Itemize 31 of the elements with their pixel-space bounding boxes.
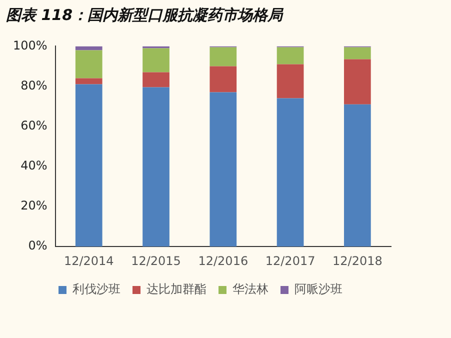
y-tick-label: 40% [20, 158, 48, 173]
bar [75, 50, 102, 78]
bar [344, 47, 371, 60]
x-tick-label: 12/2016 [198, 254, 248, 268]
bar [276, 47, 304, 64]
chart-title: 图表 118：国内新型口服抗凝药市场格局 [6, 6, 283, 25]
bar [344, 104, 371, 247]
legend-label: 阿哌沙班 [294, 282, 342, 296]
bar [210, 47, 237, 66]
bar [142, 72, 170, 88]
bar [75, 84, 102, 247]
y-tick-label: 0% [28, 238, 48, 253]
bar [142, 87, 170, 247]
y-tick-label: 100% [12, 38, 48, 52]
x-tick-label: 12/2018 [332, 254, 382, 268]
x-tick-label: 12/2017 [265, 254, 316, 268]
legend-label: 利伐沙班 [72, 282, 120, 296]
legend-label: 达比加群酯 [146, 282, 206, 296]
bar [276, 64, 304, 98]
bar [210, 66, 237, 92]
bar [344, 59, 371, 104]
bar [75, 78, 102, 84]
x-tick-label: 12/2014 [64, 254, 114, 268]
y-tick-label: 80% [20, 78, 48, 92]
x-tick-label: 12/2015 [131, 254, 181, 268]
bar [210, 92, 237, 247]
legend-label: 华法林 [232, 282, 268, 296]
bar [142, 48, 170, 72]
bar [276, 98, 304, 247]
y-tick-label: 20% [20, 198, 48, 213]
y-tick-label: 60% [20, 118, 48, 132]
